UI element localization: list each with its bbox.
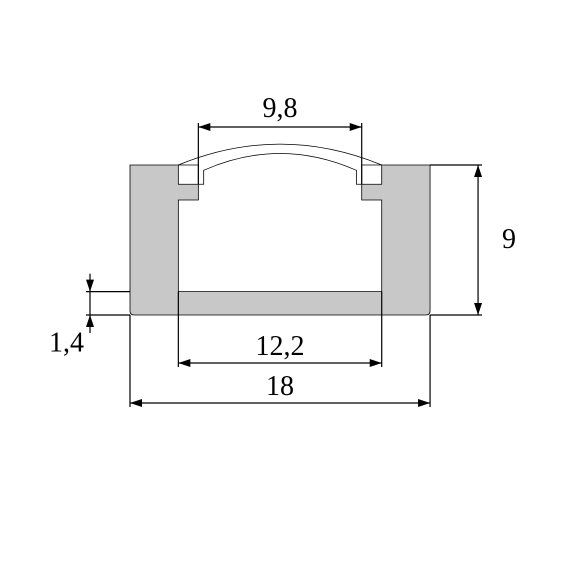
dim-label: 18 [266, 371, 294, 402]
dim-arrow [370, 359, 382, 367]
dim-arrow [418, 399, 430, 407]
profile-body [130, 165, 430, 315]
dim-arrow [474, 303, 482, 315]
dim-label: 12,2 [256, 331, 305, 362]
dim-label: 1,4 [49, 327, 84, 358]
dim-arrow [130, 399, 142, 407]
dim-label: 9,8 [263, 93, 298, 124]
dim-arrow [198, 123, 210, 131]
dim-arrow [86, 280, 94, 292]
dim-arrow [86, 315, 94, 327]
dim-label: 9 [502, 224, 516, 255]
diffuser-cover [178, 144, 381, 184]
dim-arrow [350, 123, 362, 131]
dim-arrow [474, 165, 482, 177]
dim-arrow [178, 359, 190, 367]
